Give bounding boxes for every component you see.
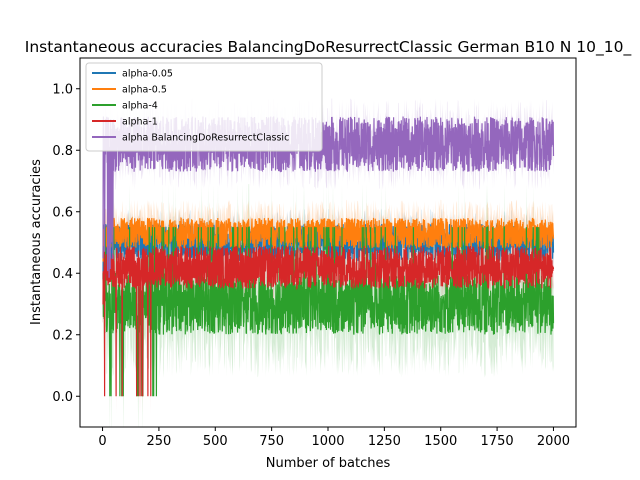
- legend-entry-0: alpha-0.05: [122, 69, 173, 80]
- y-tick-label: 0.8: [52, 144, 73, 159]
- y-axis-label: Instantaneous accuracies: [29, 159, 44, 325]
- y-tick-label: 0.4: [52, 267, 73, 282]
- x-tick-label: 2000: [537, 434, 570, 449]
- x-tick-label: 1000: [311, 434, 344, 449]
- legend-entry-1: alpha-0.5: [122, 85, 167, 96]
- y-tick-label: 1.0: [52, 82, 73, 97]
- y-tick-label: 0.0: [52, 390, 73, 405]
- legend: alpha-0.05 alpha-0.5 alpha-4 alpha-1 alpha B…: [85, 62, 323, 152]
- x-tick-label: 1750: [481, 434, 514, 449]
- y-tick-label: 0.2: [52, 328, 73, 343]
- series-lines: [102, 116, 555, 397]
- x-tick-label: 750: [259, 434, 284, 449]
- legend-entry-2: alpha-4: [122, 101, 158, 112]
- series-line-4: [102, 116, 555, 278]
- x-tick-label: 0: [98, 434, 106, 449]
- y-tick-label: 0.6: [52, 205, 73, 220]
- x-tick-label: 1250: [368, 434, 401, 449]
- x-tick-label: 250: [146, 434, 171, 449]
- x-axis-ticks: 0 250 500 750 1000 1250 1500 1750 2000: [98, 427, 570, 449]
- legend-box: [85, 62, 323, 152]
- chart-title: Instantaneous accuracies BalancingDoResu…: [25, 38, 632, 57]
- x-tick-label: 500: [203, 434, 228, 449]
- series-line-3: [102, 244, 555, 397]
- y-axis-ticks: 0.0 0.2 0.4 0.6 0.8 1.0: [52, 82, 80, 405]
- x-tick-label: 1500: [424, 434, 457, 449]
- series-line-2: [102, 226, 555, 397]
- x-axis-label: Number of batches: [266, 456, 391, 471]
- legend-entry-3: alpha-1: [122, 117, 158, 128]
- legend-entry-4: alpha BalancingDoResurrectClassic: [122, 133, 289, 144]
